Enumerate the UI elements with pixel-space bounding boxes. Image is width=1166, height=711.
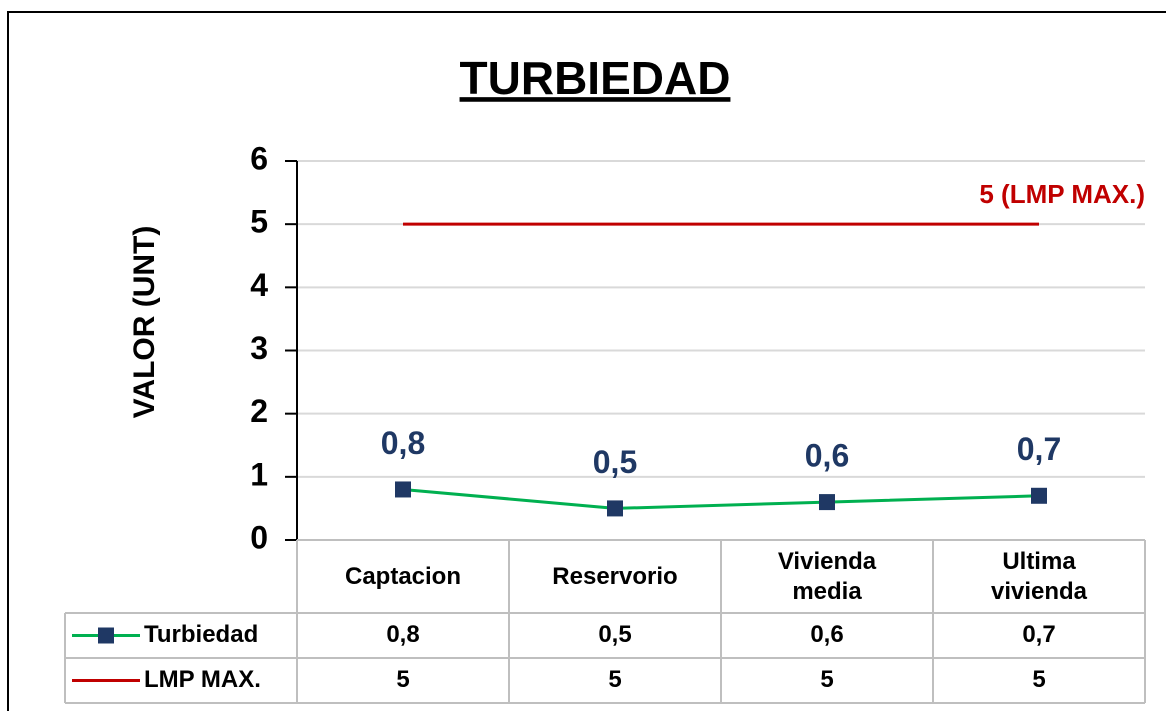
chart-border [7,11,1166,711]
data-label: 0,8 [381,425,425,461]
y-axis-label: VALOR (UNT) [128,226,161,419]
table-value: 5 [396,666,409,693]
series-line [402,487,1040,510]
category-cell: Ultima vivienda [933,540,1145,613]
y-tick-label: 5 [250,204,268,240]
marker [395,481,411,498]
table-value: 5 [608,666,621,693]
x-tick-label: Captacion [344,562,461,590]
legend-label: LMP MAX. [144,666,261,693]
data-label: 0,7 [1017,431,1061,467]
y-tick-label: 1 [250,456,268,492]
annotation: 5 (LMP MAX.) [979,179,1145,209]
marker [1031,487,1047,504]
table-value: 5 [820,666,833,693]
y-tick-label: 3 [250,330,268,366]
category-cell: Reservorio [509,540,721,613]
table-value: 0,5 [598,621,631,648]
y-tick-label: 6 [250,140,268,176]
y-tick-label: 2 [250,393,268,429]
table-value: 0,7 [1022,621,1055,648]
table-value: 0,8 [386,621,419,648]
x-tick-label: Ultima vivienda [990,547,1088,605]
marker [607,500,623,517]
data-label: 0,5 [593,444,637,480]
category-cell: Reservorio [509,540,721,613]
category-cell: Vivienda media [721,540,933,613]
marker [819,494,835,511]
category-cell: Captacion [297,540,509,613]
table-value: 5 [1032,666,1045,693]
legend-label: Turbiedad [144,621,258,648]
category-cell: Ultima vivienda [933,540,1145,613]
chart-title: TURBIEDAD [460,52,731,104]
data-label: 0,6 [805,438,849,474]
x-tick-label: Vivienda media [777,547,877,605]
category-cell: Vivienda media [721,540,933,613]
legend-marker [98,627,114,644]
y-tick-label: 0 [250,519,268,555]
category-cell: Captacion [297,540,509,613]
x-tick-label: Reservorio [552,562,678,590]
table-value: 0,6 [810,621,843,648]
y-tick-label: 4 [250,267,268,303]
